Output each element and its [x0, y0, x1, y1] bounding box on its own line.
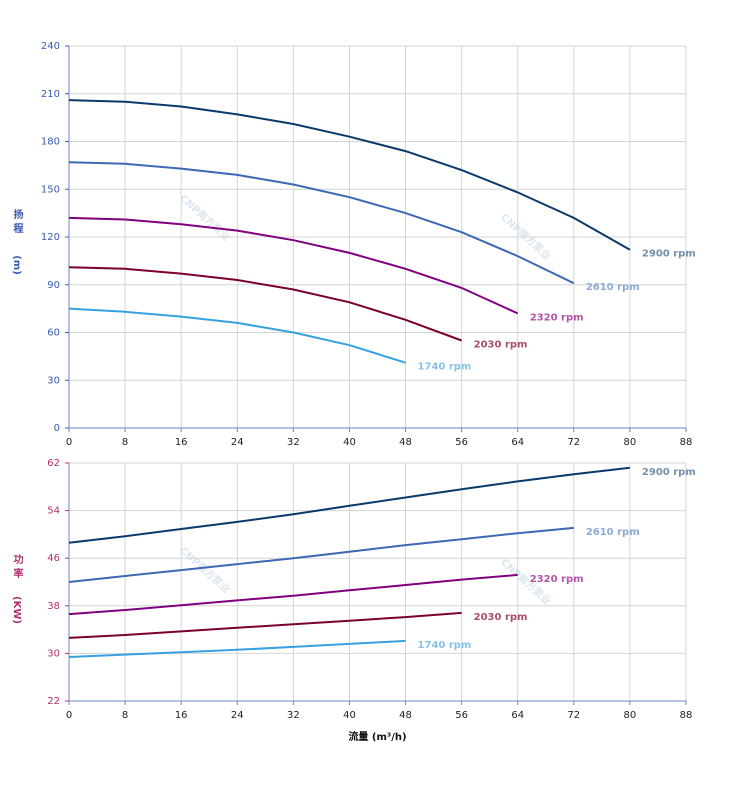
y-tick-label: 120: [41, 232, 60, 243]
y-tick-label: 62: [47, 458, 60, 469]
y-tick-label: 150: [41, 184, 60, 195]
y-tick-label: 180: [41, 137, 60, 148]
curve: [68, 99, 631, 251]
series-label: 2610 rpm: [586, 282, 640, 293]
x-tick-label: 40: [343, 710, 356, 721]
x-tick-label: 16: [175, 710, 188, 721]
y-tick-label: 54: [47, 506, 60, 517]
series-label: 2320 rpm: [530, 574, 584, 585]
series-label: 2900 rpm: [642, 249, 696, 260]
x-tick-label: 72: [567, 437, 580, 448]
series-label: 1740 rpm: [418, 362, 472, 373]
curve: [68, 161, 575, 285]
x-tick-label: 88: [680, 437, 693, 448]
y-tick-label: 46: [47, 553, 60, 564]
series-label: 2320 rpm: [530, 312, 584, 323]
series-label: 2030 rpm: [474, 612, 528, 623]
y-axis-label: 功率: [11, 553, 23, 582]
y-axis-unit: (m): [11, 255, 22, 275]
x-tick-label: 40: [343, 437, 356, 448]
curve: [68, 216, 519, 315]
x-tick-label: 72: [567, 710, 580, 721]
curve: [68, 639, 406, 658]
y-tick-label: 60: [47, 328, 60, 339]
x-tick-label: 32: [287, 437, 300, 448]
y-axis-label: 扬程: [11, 208, 23, 237]
y-tick-label: 22: [47, 696, 60, 707]
x-tick-label: 32: [287, 710, 300, 721]
x-tick-label: 24: [231, 437, 244, 448]
x-tick-label: 64: [511, 710, 524, 721]
x-tick-label: 48: [399, 710, 412, 721]
x-tick-label: 88: [680, 710, 693, 721]
y-tick-label: 240: [41, 41, 60, 52]
curve: [68, 466, 631, 544]
curve: [68, 526, 574, 583]
x-tick-label: 56: [455, 437, 468, 448]
watermark: CNP南方泵业: [177, 192, 233, 244]
y-tick-label: 30: [47, 375, 60, 386]
series-label: 2900 rpm: [642, 467, 696, 478]
y-tick-label: 30: [47, 648, 60, 659]
x-tick-label: 56: [455, 710, 468, 721]
x-tick-label: 16: [175, 437, 188, 448]
y-axis-unit: (KW): [11, 596, 22, 624]
curve: [68, 307, 406, 364]
x-tick-label: 24: [231, 710, 244, 721]
x-tick-label: 8: [122, 437, 128, 448]
curve: [68, 266, 462, 342]
series-label: 1740 rpm: [418, 640, 472, 651]
y-tick-label: 0: [54, 423, 60, 434]
x-tick-label: 8: [122, 710, 128, 721]
curve: [68, 573, 518, 616]
x-tick-label: 80: [624, 710, 637, 721]
x-tick-label: 0: [66, 437, 72, 448]
series-label: 2030 rpm: [474, 339, 528, 350]
x-tick-label: 80: [624, 437, 637, 448]
x-tick-label: 48: [399, 437, 412, 448]
y-tick-label: 90: [47, 280, 60, 291]
y-tick-label: 210: [41, 89, 60, 100]
x-axis-label: 流量 (m³/h): [348, 730, 406, 743]
series-label: 2610 rpm: [586, 527, 640, 538]
x-tick-label: 64: [511, 437, 524, 448]
y-tick-label: 38: [47, 601, 60, 612]
curve: [68, 611, 462, 639]
x-tick-label: 0: [66, 710, 72, 721]
